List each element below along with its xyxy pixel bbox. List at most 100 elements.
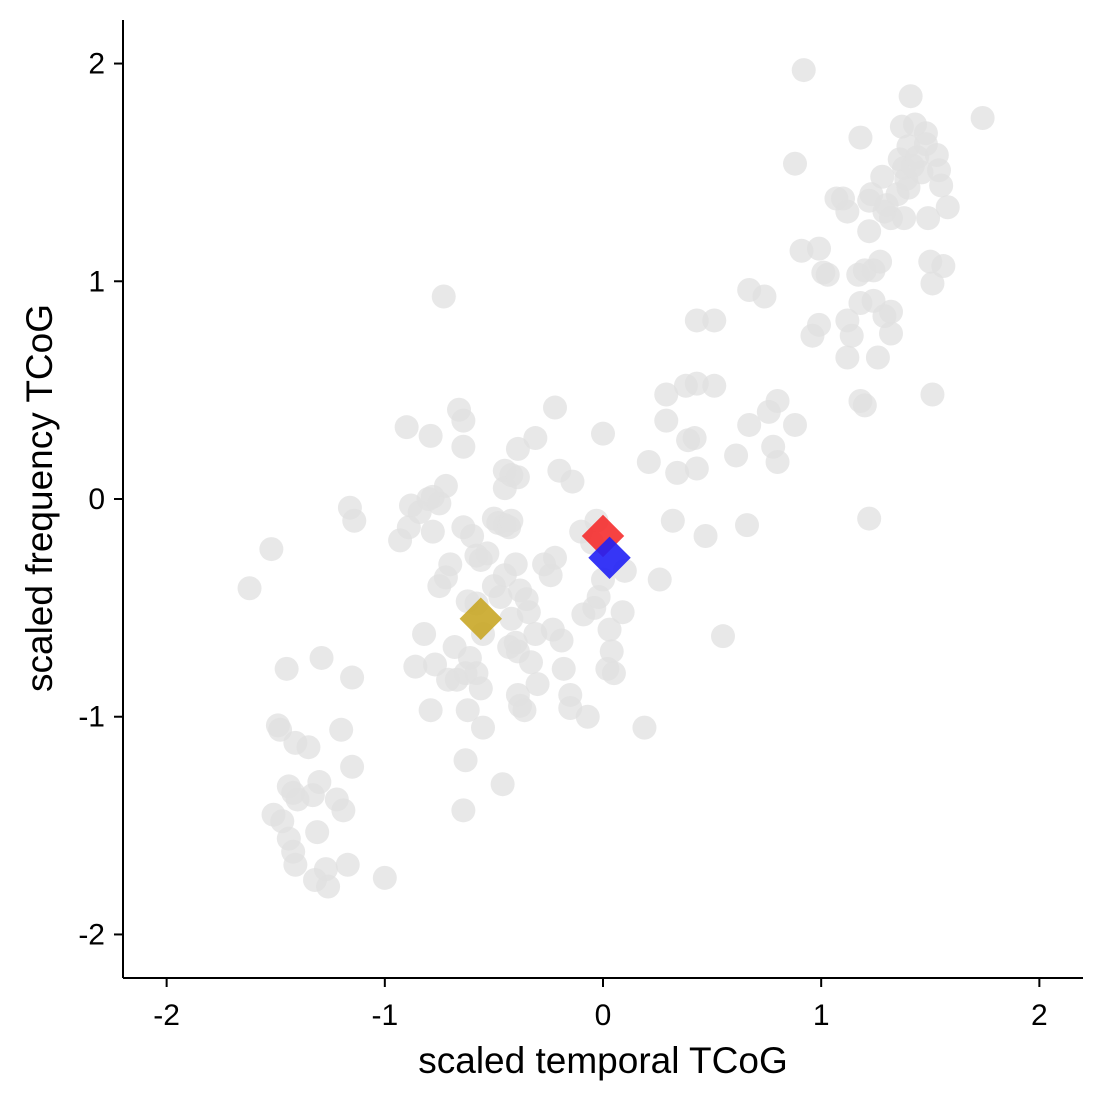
data-point — [632, 715, 657, 740]
data-point — [512, 698, 537, 723]
data-point — [305, 820, 330, 845]
data-point — [560, 469, 585, 494]
data-point — [335, 852, 360, 877]
data-point — [516, 600, 541, 625]
data-point — [920, 271, 945, 296]
data-point — [682, 426, 707, 451]
y-tick-label: -1 — [78, 701, 105, 734]
data-point — [610, 600, 635, 625]
data-point — [471, 715, 495, 740]
data-point — [307, 770, 332, 795]
data-point — [488, 584, 513, 609]
data-point — [575, 704, 600, 729]
data-point — [237, 576, 262, 601]
data-point — [807, 312, 831, 337]
data-point — [920, 382, 945, 407]
data-point — [340, 754, 365, 779]
data-point — [331, 798, 356, 823]
data-point — [852, 393, 877, 418]
data-point — [503, 552, 528, 577]
data-point — [636, 449, 661, 474]
data-point — [970, 105, 995, 130]
y-tick-label: 1 — [88, 265, 105, 298]
data-point — [259, 537, 284, 562]
x-tick-label: 0 — [595, 999, 612, 1032]
data-point — [551, 656, 576, 681]
data-point — [313, 857, 338, 882]
x-axis-title: scaled temporal TCoG — [418, 1040, 787, 1081]
points-layer — [237, 58, 995, 899]
data-point — [693, 524, 718, 549]
data-point — [309, 645, 334, 670]
data-point — [654, 408, 679, 433]
data-point — [490, 772, 515, 797]
data-point — [868, 249, 893, 274]
data-point — [342, 508, 367, 533]
data-point — [451, 798, 476, 823]
data-point — [460, 524, 485, 549]
data-point — [711, 624, 735, 649]
data-point — [451, 434, 476, 459]
data-point — [660, 508, 685, 533]
data-point — [372, 865, 397, 890]
data-point — [879, 321, 903, 346]
data-point — [549, 628, 574, 653]
data-point — [791, 58, 816, 83]
data-point — [505, 436, 530, 461]
data-point — [497, 515, 522, 540]
x-tick-label: 1 — [813, 999, 830, 1032]
data-point — [724, 443, 749, 468]
data-point — [329, 717, 354, 742]
data-point — [418, 423, 443, 448]
data-point — [839, 323, 864, 348]
data-point — [783, 151, 807, 176]
data-point — [433, 473, 458, 498]
data-point — [684, 456, 709, 481]
data-point — [543, 395, 567, 420]
data-point — [752, 284, 777, 309]
data-point — [591, 421, 615, 446]
data-point — [340, 665, 365, 690]
data-point — [543, 545, 567, 570]
data-point — [857, 506, 882, 531]
data-point — [807, 236, 831, 261]
data-point — [879, 299, 903, 324]
data-point — [702, 373, 727, 398]
x-tick-label: 2 — [1031, 999, 1048, 1032]
data-point — [765, 389, 790, 414]
data-point — [765, 449, 790, 474]
data-point — [789, 238, 814, 263]
data-point — [519, 650, 543, 675]
data-point — [283, 852, 308, 877]
data-point — [665, 460, 690, 485]
data-point — [935, 195, 960, 220]
data-point — [857, 219, 882, 244]
data-point — [815, 262, 840, 287]
data-point — [412, 621, 437, 646]
data-point — [835, 345, 860, 370]
data-point — [451, 408, 476, 433]
data-point — [433, 565, 458, 590]
y-tick-label: 2 — [88, 48, 105, 81]
y-axis-title: scaled frequency TCoG — [19, 304, 60, 692]
data-point — [403, 654, 428, 679]
data-point — [684, 308, 709, 333]
data-point — [418, 698, 443, 723]
data-point — [931, 254, 956, 279]
data-point — [597, 617, 622, 642]
data-point — [394, 415, 419, 440]
data-point — [453, 748, 478, 773]
data-point — [892, 206, 917, 231]
data-point — [783, 412, 807, 437]
data-point — [737, 412, 762, 437]
data-point — [654, 382, 679, 407]
data-point — [505, 465, 530, 490]
x-ticks: -2 -1 0 1 2 — [153, 978, 1048, 1032]
data-point — [296, 735, 321, 760]
data-point — [468, 676, 493, 701]
data-point — [525, 672, 550, 697]
data-point — [865, 345, 890, 370]
data-point — [702, 308, 727, 333]
data-point — [601, 661, 626, 686]
